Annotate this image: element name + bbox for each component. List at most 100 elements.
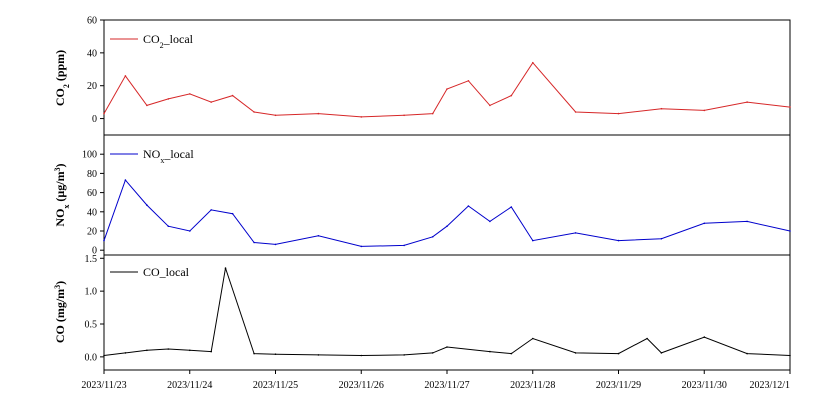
data-point-co2	[403, 114, 405, 117]
series-line-co2	[103, 61, 791, 118]
y-tick-label: 1.5	[85, 254, 98, 265]
data-point-co	[446, 346, 448, 348]
y-tick-label: 80	[87, 169, 97, 180]
y-tick-label: 0	[92, 246, 97, 257]
data-point-nox	[617, 239, 620, 242]
legend-nox: NOx_local	[110, 147, 194, 165]
data-point-nox	[210, 209, 212, 211]
data-point-nox	[253, 241, 255, 244]
y-tick-label: 1.0	[85, 287, 98, 298]
data-point-co	[703, 336, 706, 338]
y-axis-label-co2: CO2 (ppm)	[53, 50, 71, 106]
y-tick-label: 0.5	[85, 320, 98, 331]
data-point-co	[574, 352, 577, 354]
data-point-co2	[189, 93, 191, 95]
data-point-co2	[467, 80, 470, 82]
y-ticks-co: 0.0 0.5 1.0 1.5	[85, 254, 104, 363]
panel-nox-frame	[103, 134, 791, 256]
data-point-co2	[703, 109, 706, 112]
data-point-nox	[167, 225, 170, 227]
data-point-co2	[660, 107, 663, 110]
legend-co2: CO2_local	[110, 32, 194, 50]
data-point-nox	[146, 204, 148, 206]
x-tick-label: 2023/11/30	[682, 380, 727, 391]
data-point-co	[189, 349, 191, 352]
y-tick-label: 0.0	[85, 352, 98, 363]
data-point-co	[532, 337, 534, 340]
data-point-co	[146, 349, 148, 352]
data-point-co	[103, 354, 105, 357]
data-point-nox	[489, 220, 491, 223]
y-tick-label: 40	[87, 48, 97, 59]
data-point-co	[510, 352, 513, 355]
data-point-co2	[231, 94, 234, 97]
data-point-co2	[489, 104, 491, 107]
data-point-co2	[146, 104, 148, 107]
legend-label-co2: CO2_local	[143, 32, 194, 50]
data-point-co	[317, 354, 320, 356]
panel-co2-frame	[103, 19, 791, 136]
data-point-co	[167, 348, 170, 350]
y-tick-label: 40	[87, 207, 97, 218]
series-co-local	[103, 267, 791, 357]
data-point-nox	[746, 220, 748, 223]
data-point-co	[660, 352, 663, 354]
data-point-co	[746, 352, 748, 355]
y-tick-label: 20	[87, 227, 97, 238]
data-point-nox	[431, 236, 434, 238]
data-point-nox	[231, 212, 234, 215]
data-point-nox	[467, 205, 470, 207]
data-point-nox	[703, 222, 706, 225]
data-point-co2	[431, 112, 434, 115]
x-tick-label: 2023/11/29	[596, 380, 641, 391]
data-point-nox	[660, 237, 663, 240]
data-point-nox	[103, 239, 105, 242]
data-point-co2	[510, 94, 513, 97]
y-tick-label: 100	[82, 150, 97, 161]
data-point-co2	[446, 88, 448, 90]
y-tick-label: 60	[87, 188, 97, 199]
x-ticks: 2023/11/23 2023/11/24 2023/11/25 2023/11/26…	[81, 370, 791, 391]
data-point-nox	[360, 245, 363, 248]
data-point-nox	[532, 239, 534, 242]
x-tick-label: 2023/11/26	[339, 380, 384, 391]
y-tick-label: 20	[87, 81, 97, 92]
data-point-co	[646, 337, 648, 340]
data-point-co	[489, 350, 491, 353]
series-line-nox	[103, 179, 791, 247]
data-point-co2	[360, 116, 363, 118]
data-point-co	[403, 354, 405, 356]
data-point-co2	[317, 112, 320, 115]
y-ticks-nox: 0 20 40 60 80 100	[82, 150, 104, 257]
data-point-co2	[617, 112, 620, 115]
series-nox-local	[103, 179, 791, 248]
data-point-co	[253, 352, 255, 355]
legend-label-co: CO_local	[143, 265, 190, 279]
data-point-nox	[446, 225, 448, 227]
data-point-co2	[789, 106, 791, 108]
legend-co: CO_local	[110, 265, 190, 279]
x-tick-label: 2023/11/23	[81, 380, 126, 391]
x-tick-label: 2023/11/24	[167, 380, 212, 391]
x-tick-label: 2023/11/25	[253, 380, 298, 391]
data-point-co	[617, 352, 620, 355]
data-point-co2	[167, 98, 170, 100]
data-point-nox	[403, 244, 405, 247]
y-axis-label-co: CO (mg/m3)	[53, 281, 68, 343]
data-point-co	[124, 352, 127, 354]
data-point-co2	[103, 112, 105, 115]
data-point-co	[224, 267, 227, 269]
data-point-nox	[510, 206, 513, 208]
x-tick-label: 2023/11/27	[424, 380, 469, 391]
data-point-nox	[789, 230, 791, 232]
series-line-co	[103, 267, 791, 357]
data-point-nox	[317, 235, 320, 237]
panel-co-frame	[103, 254, 791, 371]
data-point-co	[210, 350, 212, 353]
data-point-nox	[574, 232, 577, 234]
data-point-co2	[253, 111, 255, 113]
data-point-co2	[746, 101, 748, 103]
data-point-co2	[210, 101, 212, 103]
legend-label-nox: NOx_local	[143, 147, 194, 165]
y-axis-label-nox: NOx (μg/m3)	[53, 163, 71, 226]
